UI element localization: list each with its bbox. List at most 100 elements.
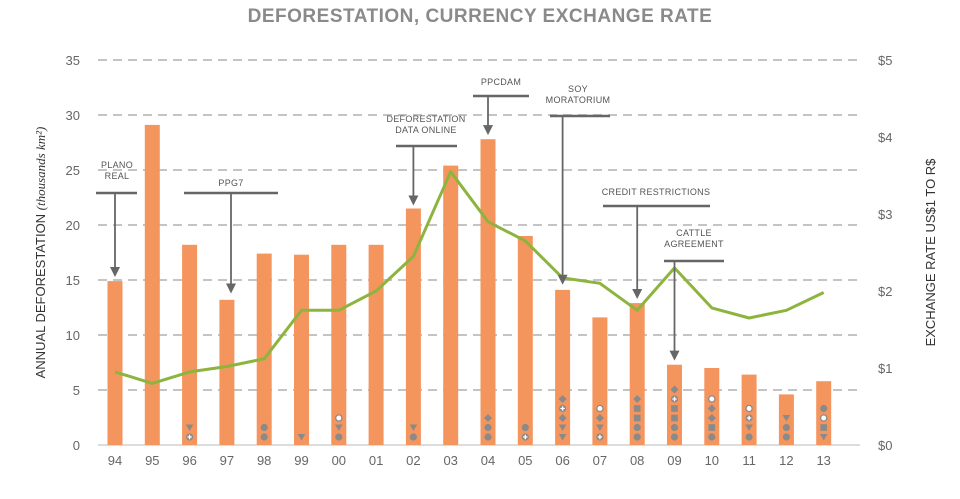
annotation-label: MORATORIUM	[546, 95, 611, 105]
bar	[294, 254, 309, 445]
annotation-label: DEFORESTATION	[386, 114, 465, 124]
y2-tick-label: $3	[878, 207, 892, 222]
triangle-marker	[335, 424, 343, 431]
circle-marker	[260, 423, 268, 432]
y2-tick-label: $5	[878, 53, 892, 68]
diamond-marker	[707, 414, 716, 422]
bar	[667, 364, 682, 445]
triangle-marker	[409, 424, 418, 431]
y-tick-label: 25	[66, 163, 80, 178]
annotation-label: PPCDAM	[481, 77, 521, 87]
plus-mark	[523, 434, 528, 440]
annotation-label: DATA ONLINE	[395, 125, 456, 135]
x-tick-label: 10	[705, 453, 719, 468]
x-tick-label: 06	[555, 453, 569, 468]
annotation-label: CREDIT RESTRICTIONS	[602, 187, 711, 197]
x-tick-label: 11	[742, 453, 756, 468]
circle-marker	[745, 433, 753, 441]
triangle-marker	[745, 424, 753, 431]
annotation-label: REAL	[105, 171, 130, 181]
x-tick-label: 00	[332, 453, 346, 468]
triangle-marker	[297, 434, 306, 441]
annotation-arrowhead	[408, 195, 419, 206]
annotation-label: SOY	[568, 84, 588, 94]
x-tick-label: 07	[593, 453, 607, 468]
annotation-arrowhead	[110, 267, 120, 277]
x-tick-label: 09	[667, 453, 681, 468]
bar	[219, 299, 235, 445]
x-tick-label: 05	[518, 453, 532, 468]
annotation-arrowhead	[669, 350, 680, 361]
annotation-arrowhead	[632, 289, 643, 299]
x-tick-label: 01	[369, 453, 383, 468]
square-marker	[820, 424, 827, 431]
x-tick-label: 02	[406, 453, 420, 468]
plus-mark	[746, 415, 752, 421]
x-tick-label: 08	[630, 453, 644, 468]
y2-tick-label: $1	[878, 361, 892, 376]
y-tick-label: 30	[66, 108, 80, 123]
circle-marker	[633, 433, 641, 441]
circle-marker	[782, 433, 791, 441]
diamond-marker	[670, 385, 679, 394]
open-circle-marker	[745, 404, 753, 413]
open-circle-marker	[708, 395, 716, 403]
circle-marker	[782, 423, 791, 432]
triangle-marker	[558, 424, 567, 431]
circle-marker	[484, 423, 492, 432]
exchange-rate-line	[114, 170, 825, 385]
diamond-marker	[595, 414, 604, 422]
bar	[107, 281, 123, 445]
y-tick-label: 0	[73, 438, 80, 453]
x-tick-label: 95	[145, 453, 159, 468]
circle-marker	[820, 404, 828, 413]
bar	[517, 236, 533, 445]
x-tick-label: 04	[481, 453, 495, 468]
bar	[182, 244, 198, 445]
bar	[368, 244, 384, 445]
diamond-marker	[633, 395, 642, 403]
y-tick-label: 35	[66, 53, 80, 68]
circle-marker	[484, 433, 492, 441]
y2-tick-label: $4	[878, 130, 892, 145]
diamond-marker	[707, 404, 716, 413]
annotation-label: PPG7	[218, 178, 243, 188]
x-tick-label: 96	[182, 453, 196, 468]
triangle-marker	[819, 434, 828, 441]
bar	[816, 381, 832, 445]
plus-mark	[597, 434, 603, 440]
x-tick-label: 98	[257, 453, 271, 468]
triangle-marker	[185, 424, 194, 431]
y2-tick-label: $0	[878, 438, 892, 453]
square-marker	[671, 414, 678, 422]
square-marker	[633, 414, 641, 422]
y2-axis-label: EXCHANGE RATE US$1 TO R$	[923, 158, 938, 347]
x-tick-label: 94	[108, 453, 122, 468]
y-axis-label-main: ANNUAL DEFORESTATION	[33, 210, 48, 378]
bar	[592, 317, 608, 445]
bar	[144, 124, 160, 446]
circle-marker	[409, 433, 417, 441]
bar	[443, 165, 459, 445]
x-tick-label: 99	[294, 453, 308, 468]
diamond-marker	[558, 414, 567, 422]
chart-title: DEFORESTATION, CURRENCY EXCHANGE RATE	[247, 6, 713, 27]
circle-marker	[633, 423, 641, 432]
annotation-arrowhead	[483, 125, 493, 136]
triangle-marker	[782, 415, 791, 422]
open-circle-marker	[596, 404, 604, 413]
circle-marker	[708, 433, 716, 441]
open-circle-marker	[335, 414, 343, 422]
annotation-label: CATTLE	[676, 228, 712, 238]
bar	[629, 303, 645, 445]
y-tick-label: 10	[66, 328, 80, 343]
y-tick-label: 5	[73, 383, 80, 398]
bar	[480, 139, 496, 445]
y-axis-label: ANNUAL DEFORESTATION (thousands km²)	[33, 127, 48, 379]
bar	[331, 244, 347, 445]
bar	[555, 289, 571, 445]
plus-mark	[560, 406, 565, 411]
bar	[405, 208, 421, 445]
triangle-marker	[558, 434, 567, 441]
